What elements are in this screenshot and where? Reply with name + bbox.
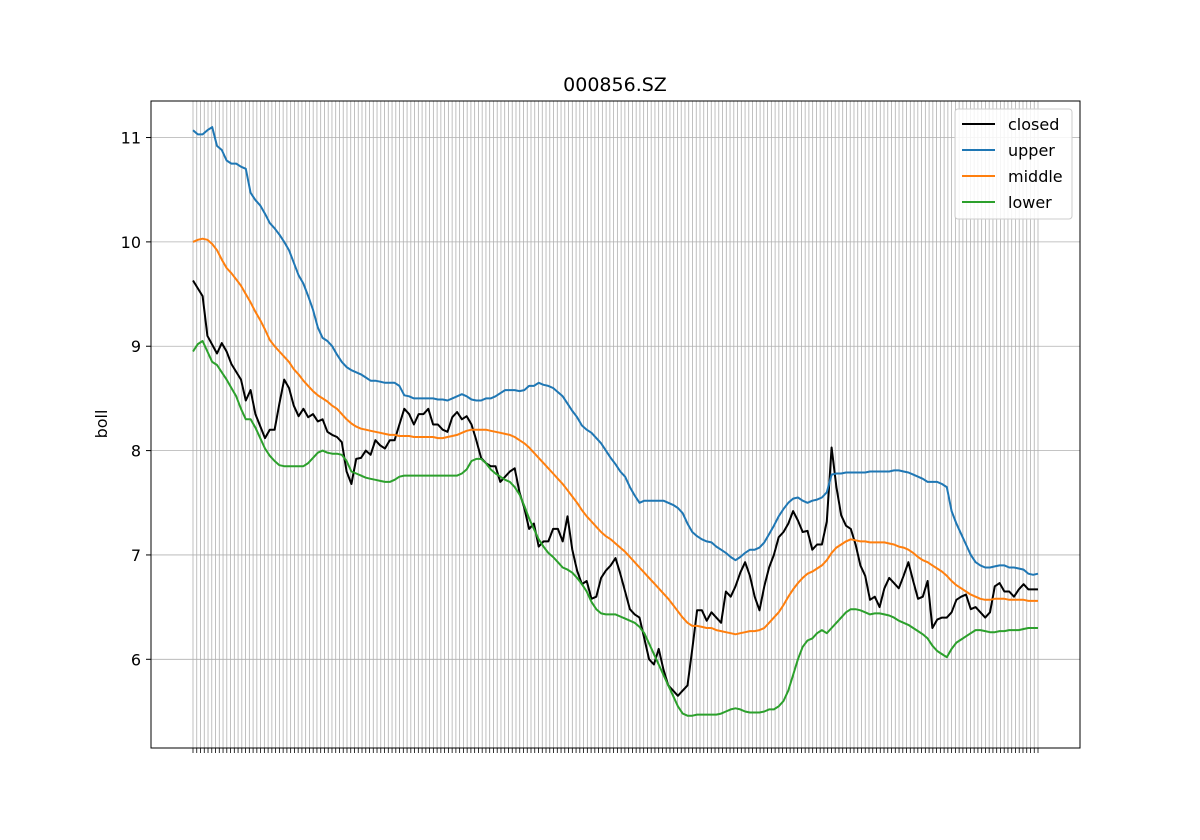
plot-area-frame (150, 100, 1081, 749)
grid-lines (151, 101, 1080, 748)
chart-title: 000856.SZ (563, 74, 667, 96)
series-line-lower (192, 340, 1038, 717)
series-line-upper (192, 126, 1039, 576)
y-axis-ticks: 6 7 8 9 10 11 (121, 129, 151, 669)
legend-box (954, 108, 1073, 220)
y-axis-label: boll (92, 410, 111, 439)
legend-label-closed: closed (1008, 115, 1059, 134)
series-line-closed (192, 279, 1038, 697)
y-tick-label: 7 (131, 546, 141, 565)
x-axis-ticks (192, 748, 1039, 753)
series-lines (192, 126, 1039, 717)
y-tick-label: 8 (131, 442, 141, 461)
series-line-middle (192, 237, 1038, 636)
y-tick-label: 11 (121, 129, 141, 148)
legend: closed upper middle lower (954, 108, 1073, 220)
legend-label-lower: lower (1008, 193, 1052, 212)
y-tick-label: 9 (131, 337, 141, 356)
legend-label-middle: middle (1008, 167, 1063, 186)
y-tick-label: 10 (121, 233, 141, 252)
y-tick-label: 6 (131, 650, 141, 669)
legend-label-upper: upper (1008, 141, 1055, 160)
